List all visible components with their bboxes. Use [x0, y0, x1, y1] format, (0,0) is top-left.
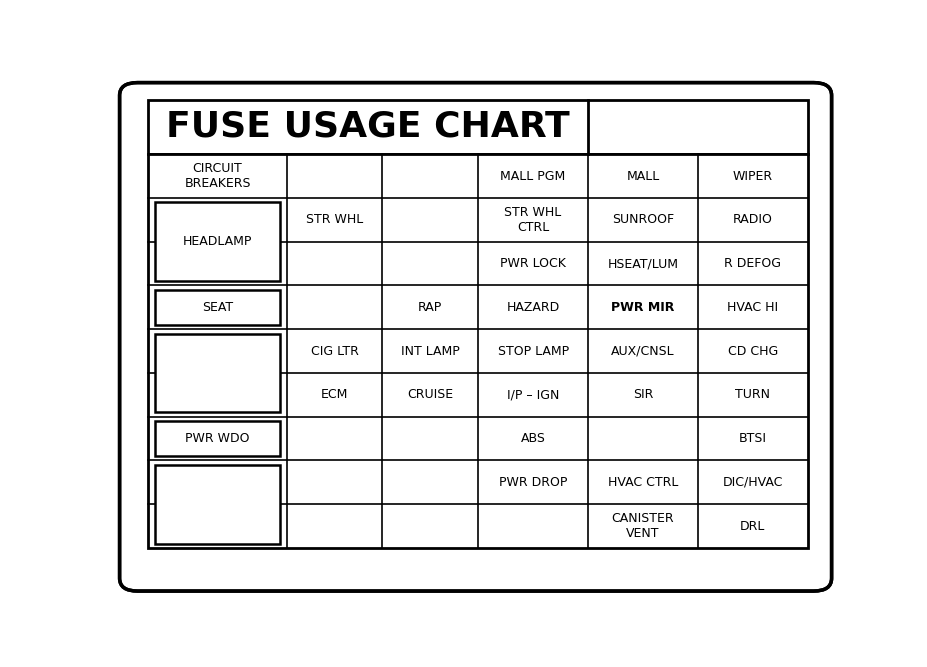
Text: ECM: ECM [321, 388, 348, 402]
Text: PWR DROP: PWR DROP [499, 476, 566, 489]
Text: CRUISE: CRUISE [407, 388, 452, 402]
Text: AUX/CNSL: AUX/CNSL [611, 345, 674, 358]
Text: SUNROOF: SUNROOF [611, 213, 673, 226]
Text: STOP LAMP: STOP LAMP [497, 345, 568, 358]
Text: MALL: MALL [626, 169, 659, 183]
Text: HAZARD: HAZARD [506, 301, 559, 313]
Bar [148, 99, 807, 154]
Text: CIRCUIT
BREAKERS: CIRCUIT BREAKERS [184, 162, 250, 190]
Text: FUSE USAGE CHART: FUSE USAGE CHART [166, 110, 569, 144]
Text: SIR: SIR [632, 388, 653, 402]
Text: DRL: DRL [740, 520, 765, 533]
Bar [155, 421, 280, 456]
Bar [155, 334, 280, 412]
Text: WIPER: WIPER [732, 169, 772, 183]
Text: HSEAT/LUM: HSEAT/LUM [607, 257, 678, 270]
Text: RADIO: RADIO [732, 213, 772, 226]
Text: I/P – IGN: I/P – IGN [506, 388, 559, 402]
FancyBboxPatch shape [120, 83, 831, 591]
Text: PWR LOCK: PWR LOCK [500, 257, 565, 270]
Text: SEAT: SEAT [202, 301, 233, 313]
Text: DIC/HVAC: DIC/HVAC [722, 476, 782, 489]
Text: PWR WDO: PWR WDO [185, 432, 249, 445]
Text: R DEFOG: R DEFOG [724, 257, 781, 270]
Text: STR WHL
CTRL: STR WHL CTRL [504, 206, 561, 233]
Text: RAP: RAP [418, 301, 442, 313]
Text: CIG LTR: CIG LTR [311, 345, 358, 358]
Text: HEADLAMP: HEADLAMP [183, 235, 252, 248]
Text: PWR MIR: PWR MIR [611, 301, 674, 313]
Text: INT LAMP: INT LAMP [400, 345, 459, 358]
Bar [148, 154, 807, 548]
Bar [155, 465, 280, 544]
Text: ABS: ABS [520, 432, 545, 445]
Text: STR WHL: STR WHL [306, 213, 362, 226]
Bar [155, 289, 280, 325]
Bar [155, 202, 280, 281]
Text: CANISTER
VENT: CANISTER VENT [611, 512, 674, 540]
Text: MALL PGM: MALL PGM [500, 169, 565, 183]
Text: HVAC HI: HVAC HI [727, 301, 778, 313]
Text: BTSI: BTSI [738, 432, 766, 445]
Text: CD CHG: CD CHG [727, 345, 777, 358]
Text: HVAC CTRL: HVAC CTRL [607, 476, 678, 489]
Text: TURN: TURN [734, 388, 769, 402]
